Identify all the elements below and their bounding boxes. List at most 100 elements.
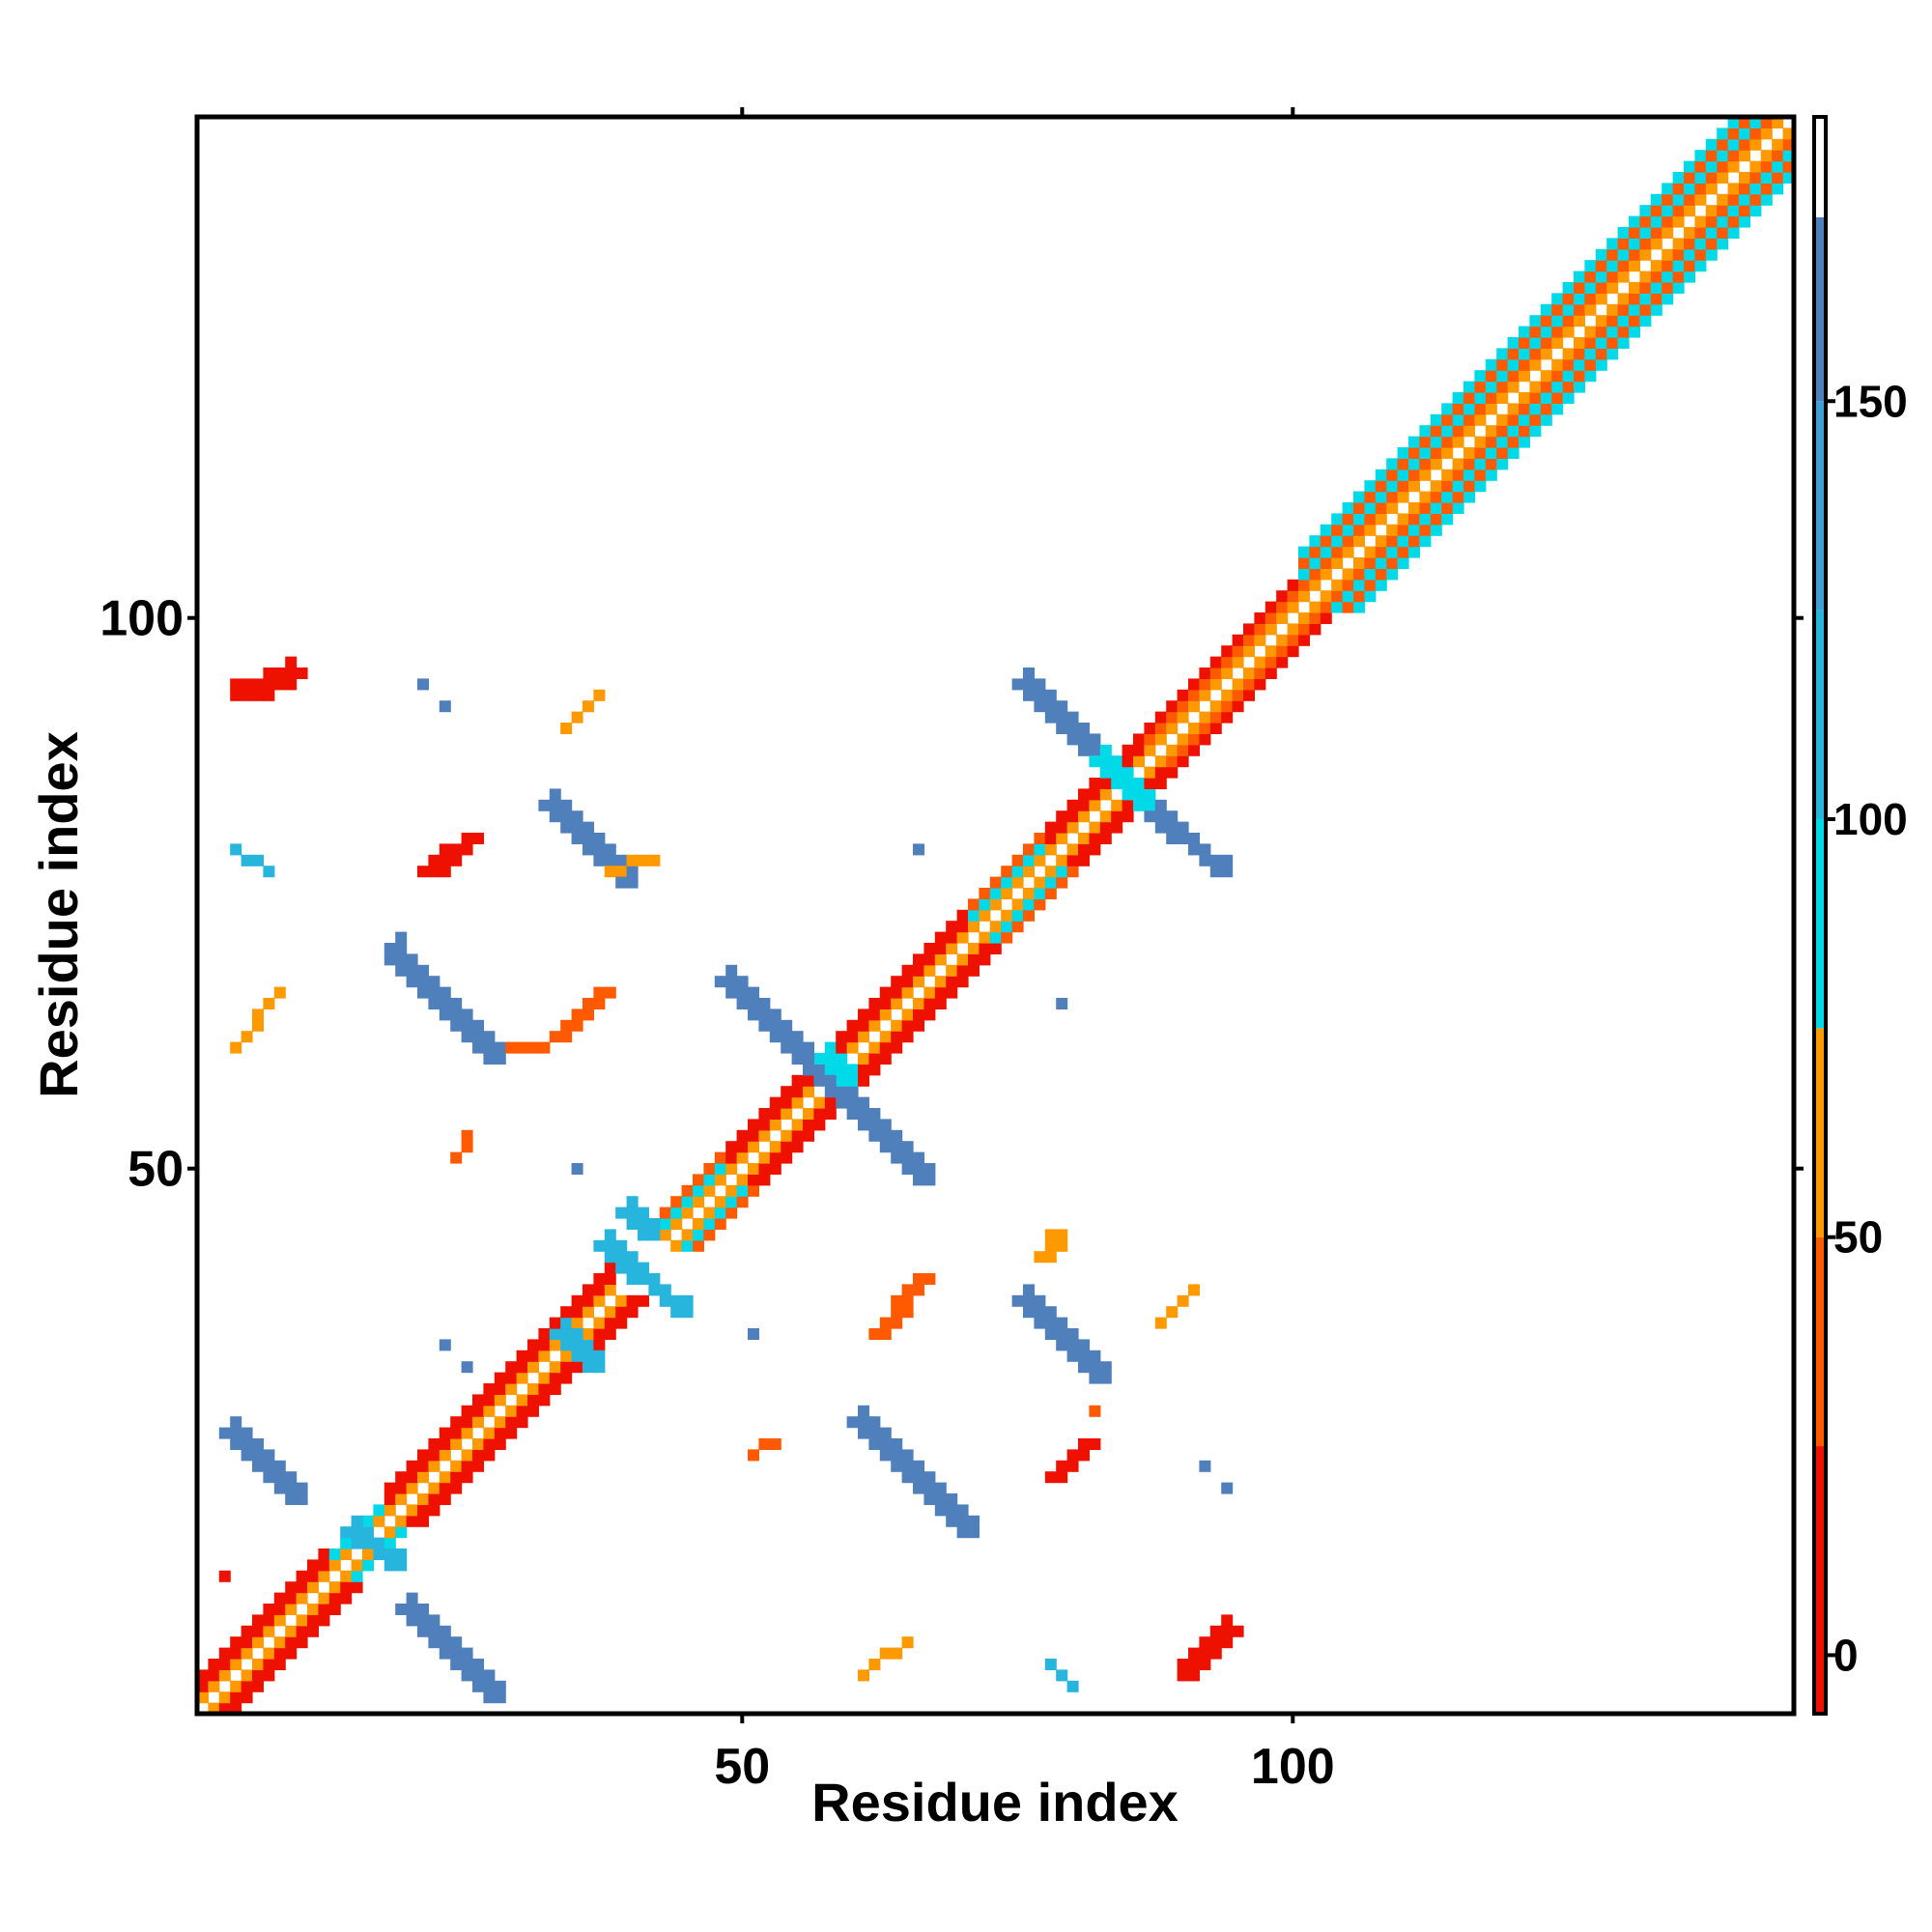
heatmap-cell	[1430, 480, 1442, 493]
heatmap-cell	[1287, 634, 1299, 646]
heatmap-cell	[461, 1460, 473, 1472]
heatmap-cell	[1574, 358, 1585, 371]
heatmap-cell	[879, 1647, 892, 1660]
heatmap-cell	[968, 964, 980, 977]
heatmap-cell	[604, 1239, 616, 1252]
heatmap-cell	[769, 1151, 781, 1164]
heatmap-cell	[340, 1570, 353, 1582]
heatmap-cell	[946, 931, 958, 944]
heatmap-cell	[979, 909, 991, 922]
heatmap-cell	[263, 1471, 275, 1484]
heatmap-cell	[1154, 755, 1167, 768]
heatmap-cell	[781, 1108, 793, 1120]
heatmap-cell	[1188, 833, 1200, 844]
heatmap-cell	[934, 986, 947, 999]
heatmap-cell	[560, 1350, 573, 1362]
heatmap-cell	[791, 1086, 804, 1098]
heatmap-cell	[626, 866, 639, 878]
heatmap-cell	[901, 1019, 914, 1032]
heatmap-cell	[858, 1416, 869, 1429]
heatmap-cell	[273, 1647, 286, 1660]
heatmap-cell	[681, 1294, 694, 1307]
heatmap-cell	[956, 964, 969, 977]
heatmap-cell	[913, 953, 924, 966]
heatmap-cell	[1662, 193, 1674, 206]
heatmap-cell	[1221, 854, 1234, 867]
heatmap-cell	[1595, 282, 1607, 294]
heatmap-cell	[1320, 612, 1332, 624]
heatmap-cell	[615, 1207, 628, 1219]
heatmap-cell	[725, 1207, 738, 1219]
heatmap-cell	[1199, 711, 1211, 724]
heatmap-cell	[538, 1328, 551, 1340]
heatmap-cell	[252, 1449, 264, 1462]
heatmap-cell	[439, 1647, 451, 1660]
heatmap-cell	[1001, 866, 1013, 878]
heatmap-cell	[1122, 799, 1134, 811]
heatmap-cell	[1232, 645, 1244, 658]
heatmap-cell	[1474, 381, 1487, 393]
heatmap-cell	[626, 1306, 639, 1319]
heatmap-cell	[1254, 612, 1266, 624]
heatmap-cell	[1540, 315, 1552, 327]
heatmap-cell	[472, 833, 484, 844]
heatmap-cell	[1034, 843, 1046, 856]
heatmap-cell	[1386, 480, 1399, 493]
heatmap-cell	[1419, 469, 1432, 481]
heatmap-cell	[1419, 458, 1432, 470]
heatmap-cell	[1209, 1636, 1222, 1649]
heatmap-cell	[891, 1294, 903, 1307]
heatmap-cell	[946, 1515, 958, 1527]
heatmap-cell	[285, 1471, 298, 1484]
heatmap-cell	[1772, 183, 1784, 195]
heatmap-cell	[681, 1207, 694, 1219]
heatmap-cell	[1078, 1449, 1090, 1462]
heatmap-cell	[538, 799, 551, 811]
heatmap-cell	[384, 943, 396, 954]
heatmap-cell	[1584, 303, 1597, 316]
heatmap-cell	[351, 1515, 363, 1527]
heatmap-cell	[1364, 579, 1377, 591]
heatmap-cell	[1705, 215, 1718, 228]
heatmap-cell	[1519, 403, 1530, 415]
heatmap-cell	[1011, 866, 1024, 878]
heatmap-cell	[1066, 1328, 1079, 1340]
heatmap-cell	[483, 1680, 496, 1692]
heatmap-cell	[252, 1625, 264, 1637]
heatmap-cell	[273, 1471, 286, 1484]
heatmap-cell	[1023, 909, 1035, 922]
heatmap-cell	[748, 998, 759, 1009]
heatmap-cell	[428, 986, 440, 999]
heatmap-cell	[956, 1504, 969, 1517]
heatmap-cell	[417, 976, 429, 988]
heatmap-cell	[1617, 227, 1630, 239]
heatmap-cell	[803, 1108, 814, 1120]
heatmap-cell	[913, 1284, 924, 1296]
heatmap-cell	[516, 1350, 528, 1362]
heatmap-cell	[1199, 1647, 1211, 1660]
heatmap-cell	[252, 854, 264, 867]
heatmap-cell	[1309, 601, 1321, 613]
heatmap-cell	[406, 1604, 418, 1615]
heatmap-cell	[1452, 392, 1464, 404]
heatmap-cell	[1099, 766, 1112, 779]
heatmap-cell	[1342, 502, 1354, 514]
heatmap-cell	[1562, 358, 1575, 371]
heatmap-cell	[1419, 524, 1432, 536]
heatmap-cell	[1320, 601, 1332, 613]
heatmap-cell	[1507, 337, 1520, 349]
heatmap-cell	[1001, 888, 1013, 899]
heatmap-cell	[868, 1064, 881, 1076]
heatmap-cell	[241, 1669, 253, 1682]
heatmap-cell	[1078, 833, 1090, 844]
heatmap-cell	[604, 1273, 616, 1285]
heatmap-cell	[1584, 293, 1597, 305]
y-tick-label: 100	[99, 591, 184, 647]
heatmap-cell	[494, 1416, 506, 1429]
heatmap-cell	[1595, 293, 1607, 305]
heatmap-cell	[1772, 117, 1784, 128]
heatmap-cell	[318, 1604, 330, 1615]
heatmap-cell	[1519, 425, 1530, 438]
heatmap-cell	[923, 1482, 936, 1494]
heatmap-cell	[956, 1515, 969, 1527]
